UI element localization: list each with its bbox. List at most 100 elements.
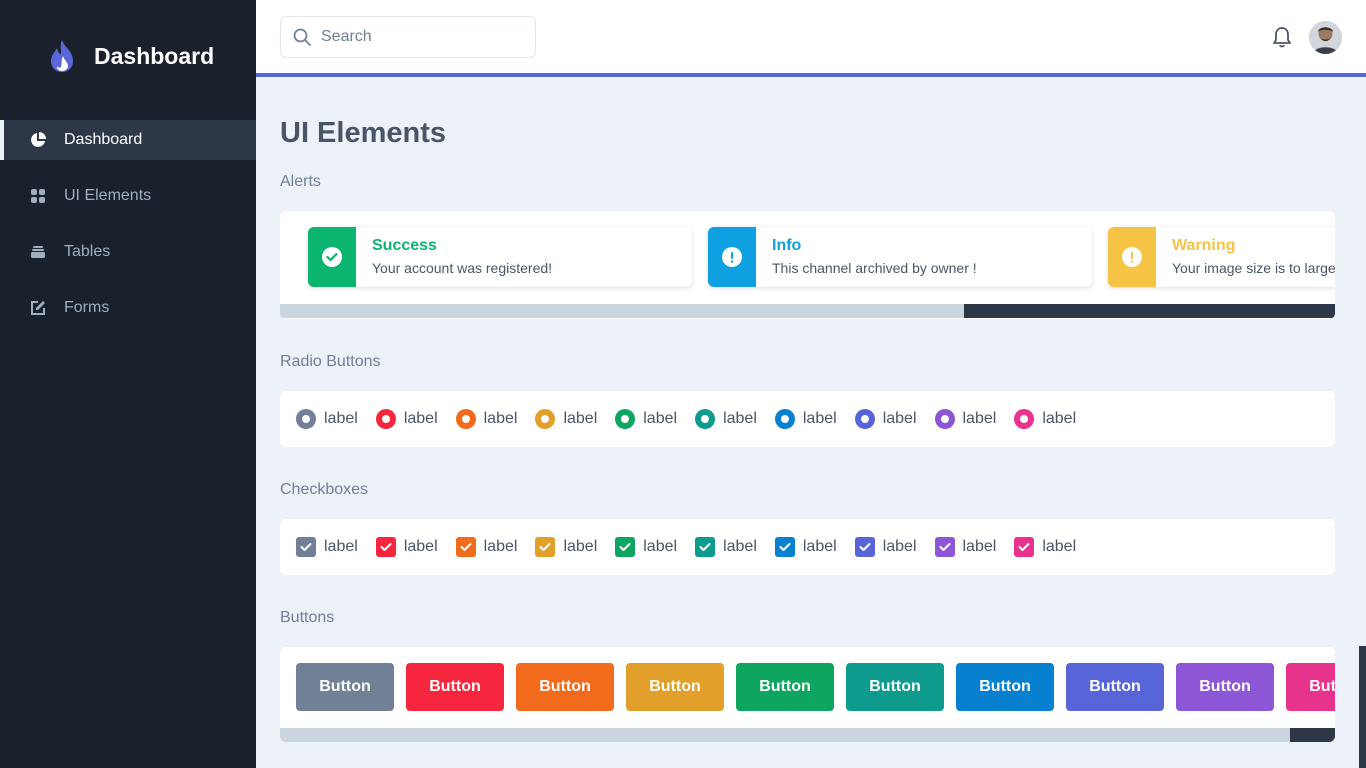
radio-label: label [962,410,997,427]
radio-button[interactable] [535,409,556,429]
search-box[interactable] [280,16,536,58]
button-green[interactable]: Button [736,663,834,711]
radio-button[interactable] [774,409,795,429]
checkbox[interactable] [934,537,955,557]
alert-stripe [708,227,756,287]
checkbox-label: label [723,538,757,555]
button-yellow[interactable]: Button [626,663,724,711]
radio-option[interactable]: label [1014,409,1076,429]
checkbox-option[interactable]: label [934,537,997,557]
radio-button[interactable] [296,409,316,429]
alert-stripe [1108,227,1156,287]
button-teal[interactable]: Button [846,663,944,711]
radio-button[interactable] [375,409,396,429]
sidebar-item-tables[interactable]: Tables [0,232,256,272]
radio-option[interactable]: label [296,409,358,429]
radio-option[interactable]: label [455,409,517,429]
check-icon [939,543,950,551]
checkbox-option[interactable]: label [854,537,917,557]
search-input[interactable] [321,28,521,46]
checkbox-option[interactable]: label [535,537,597,557]
checkbox-option[interactable]: label [695,537,757,557]
sidebar-item-label: Forms [64,299,110,316]
radio-button[interactable] [615,409,636,429]
checkbox-label: label [563,538,598,555]
alerts-scrollbar[interactable] [280,304,1335,318]
checkbox[interactable] [375,537,396,557]
radio-button[interactable] [455,409,476,429]
radio-option[interactable]: label [774,409,837,429]
radio-label: label [403,410,438,427]
radio-button[interactable] [934,409,955,429]
page-title: UI Elements [280,117,446,149]
button-blue[interactable]: Button [956,663,1054,711]
alert-success: Success Your account was registered! [308,227,692,287]
alert-title: Info [772,237,802,254]
alert-warning: Warning Your image size is to large [1108,227,1335,287]
scrollbar-thumb[interactable] [964,304,1335,318]
radio-heading: Radio Buttons [280,353,381,370]
radio-label: label [723,410,757,427]
button-pink[interactable]: Button [1286,663,1335,711]
alert-message: This channel archived by owner ! [772,260,977,276]
checkbox-label: label [1042,538,1077,555]
sidebar-item-ui-elements[interactable]: UI Elements [0,176,256,216]
check-icon [300,543,312,551]
check-icon [1018,543,1030,551]
radio-button[interactable] [695,409,716,429]
checkbox-option[interactable]: label [615,537,677,557]
checkbox-label: label [962,538,997,555]
sidebar-nav: Dashboard UI Elements Tables Forms [0,120,256,328]
radio-option[interactable]: label [695,409,757,429]
checkbox[interactable] [296,537,316,557]
buttons-list: Button Button Button Button Button Butto… [296,663,1335,711]
checkbox-label: label [403,538,438,555]
radio-option[interactable]: label [854,409,917,429]
bell-icon[interactable] [1272,26,1292,48]
button-orange[interactable]: Button [516,663,614,711]
checkbox[interactable] [615,537,636,557]
button-gray[interactable]: Button [296,663,394,711]
user-avatar[interactable] [1309,21,1342,54]
checkbox-label: label [882,538,917,555]
checkbox-heading: Checkboxes [280,481,369,498]
checkbox[interactable] [774,537,795,557]
checkbox[interactable] [1014,537,1035,557]
sidebar-item-dashboard[interactable]: Dashboard [0,120,256,160]
radio-card: label label label label label label labe… [280,391,1335,447]
check-icon [619,543,631,551]
sidebar-item-label: Dashboard [64,131,143,148]
alert-info: Info This channel archived by owner ! [708,227,1092,287]
radio-option[interactable]: label [375,409,438,429]
check-icon [859,543,871,551]
checkbox[interactable] [535,537,556,557]
radio-option[interactable]: label [615,409,677,429]
button-red[interactable]: Button [406,663,504,711]
checkbox[interactable] [695,537,716,557]
sidebar-item-forms[interactable]: Forms [0,288,256,328]
radio-button[interactable] [854,409,875,429]
checkbox-option[interactable]: label [296,537,358,557]
alert-message: Your image size is to large [1172,260,1335,276]
brand[interactable]: Dashboard [0,0,256,112]
checkbox-option[interactable]: label [774,537,837,557]
radio-option[interactable]: label [934,409,997,429]
radio-button[interactable] [1014,409,1035,429]
radio-label: label [882,410,917,427]
checkbox-option[interactable]: label [375,537,438,557]
checkbox[interactable] [854,537,875,557]
page-scrollbar-thumb[interactable] [1359,646,1366,768]
buttons-card: Button Button Button Button Button Butto… [280,647,1335,742]
check-circle-icon [322,247,342,267]
scrollbar-thumb[interactable] [1290,728,1335,742]
checkbox-option[interactable]: label [1014,537,1076,557]
buttons-scrollbar[interactable] [280,728,1335,742]
button-purple[interactable]: Button [1176,663,1274,711]
button-indigo[interactable]: Button [1066,663,1164,711]
radio-option[interactable]: label [535,409,597,429]
checkbox-option[interactable]: label [455,537,517,557]
alerts-card: Success Your account was registered! Inf… [280,211,1335,319]
checkbox-label: label [802,538,837,555]
check-icon [699,543,711,551]
checkbox[interactable] [455,537,476,557]
